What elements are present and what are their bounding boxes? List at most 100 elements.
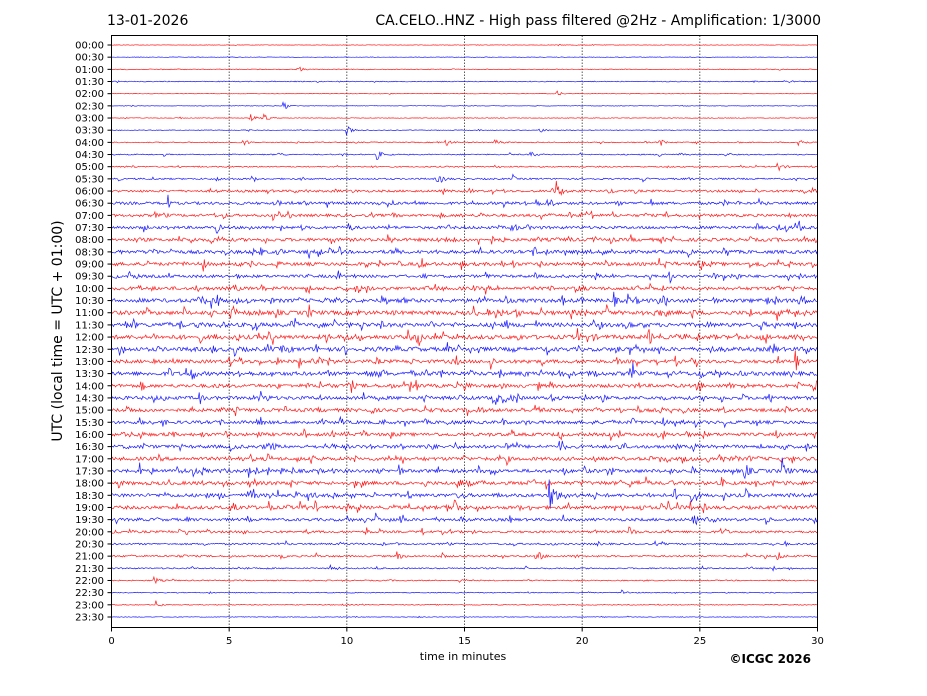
trace-1900 xyxy=(111,499,818,514)
y-tick-label: 21:30 xyxy=(75,564,104,575)
y-tick-label: 18:30 xyxy=(75,491,104,502)
y-tick-label: 12:30 xyxy=(75,345,104,356)
y-tick-label: 10:00 xyxy=(75,284,104,295)
trace-1100 xyxy=(111,304,818,321)
x-tick-label: 20 xyxy=(576,636,589,647)
y-tick-label: 08:30 xyxy=(75,247,104,258)
x-tick-label: 10 xyxy=(340,636,353,647)
trace-0130 xyxy=(111,80,818,84)
x-tick-label: 5 xyxy=(226,636,232,647)
trace-1730 xyxy=(111,457,818,480)
date-label: 13-01-2026 xyxy=(107,13,188,29)
trace-0330 xyxy=(111,126,818,136)
y-tick-label: 02:30 xyxy=(75,101,104,112)
trace-1400 xyxy=(111,379,818,393)
y-tick-label: 03:30 xyxy=(75,126,104,137)
y-tick-label: 15:00 xyxy=(75,406,104,417)
y-tick-label: 08:00 xyxy=(75,235,104,246)
y-tick-label: 19:00 xyxy=(75,503,104,514)
y-tick-label: 14:00 xyxy=(75,381,104,392)
y-tick-label: 00:00 xyxy=(75,41,104,52)
grid-lines xyxy=(228,35,701,628)
trace-2000 xyxy=(111,526,818,536)
y-tick-label: 00:30 xyxy=(75,53,104,64)
trace-1800 xyxy=(111,476,818,490)
y-tick-label: 04:30 xyxy=(75,150,104,161)
x-tick-label: 15 xyxy=(458,636,471,647)
trace-0700 xyxy=(111,210,818,222)
y-tick-label: 05:30 xyxy=(75,174,104,185)
trace-0630 xyxy=(111,194,818,209)
trace-2100 xyxy=(111,551,818,561)
trace-0300 xyxy=(111,113,818,122)
trace-0730 xyxy=(111,220,818,234)
y-tick-label: 01:00 xyxy=(75,65,104,76)
trace-2130 xyxy=(111,564,818,572)
trace-1600 xyxy=(111,428,818,441)
y-tick-label: 23:30 xyxy=(75,612,104,623)
y-tick-label: 07:30 xyxy=(75,223,104,234)
y-tick-label: 14:30 xyxy=(75,393,104,404)
trace-1230 xyxy=(111,342,818,357)
y-tick-label: 22:30 xyxy=(75,588,104,599)
y-tick-label: 05:00 xyxy=(75,162,104,173)
x-axis: 0 5 10 15 20 25 30 xyxy=(108,627,824,647)
y-tick-label: 13:00 xyxy=(75,357,104,368)
copyright-label: ©ICGC 2026 xyxy=(729,652,811,666)
trace-1830 xyxy=(111,479,818,509)
trace-0400 xyxy=(111,139,818,147)
y-tick-label: 04:00 xyxy=(75,138,104,149)
y-tick-label: 18:00 xyxy=(75,479,104,490)
y-tick-label: 20:30 xyxy=(75,539,104,550)
x-tick-label: 0 xyxy=(108,636,114,647)
trace-0530 xyxy=(111,173,818,183)
y-tick-label: 09:00 xyxy=(75,260,104,271)
trace-0800 xyxy=(111,234,818,245)
trace-1330 xyxy=(111,362,818,380)
y-tick-label: 19:30 xyxy=(75,515,104,526)
y-tick-label: 13:30 xyxy=(75,369,104,380)
trace-1930 xyxy=(111,512,818,526)
trace-1300 xyxy=(111,350,818,371)
trace-0030 xyxy=(111,56,818,58)
trace-0230 xyxy=(111,101,818,110)
trace-1500 xyxy=(111,404,818,417)
trace-1200 xyxy=(111,328,818,346)
trace-1630 xyxy=(111,440,818,453)
trace-0600 xyxy=(111,180,818,196)
trace-0430 xyxy=(111,151,818,161)
x-axis-label: time in minutes xyxy=(420,650,507,663)
y-tick-label: 20:00 xyxy=(75,527,104,538)
trace-1130 xyxy=(111,317,818,332)
trace-1530 xyxy=(111,415,818,429)
x-tick-label: 30 xyxy=(811,636,824,647)
trace-1700 xyxy=(111,453,818,467)
y-tick-label: 10:30 xyxy=(75,296,104,307)
y-tick-label: 01:30 xyxy=(75,77,104,88)
trace-2300 xyxy=(111,600,818,607)
y-tick-label: 22:00 xyxy=(75,576,104,587)
y-tick-label: 23:00 xyxy=(75,600,104,611)
trace-0200 xyxy=(111,90,818,96)
chart-title: CA.CELO..HNZ - High pass filtered @2Hz -… xyxy=(375,13,821,29)
y-tick-label: 16:30 xyxy=(75,442,104,453)
trace-0830 xyxy=(111,245,818,259)
trace-1430 xyxy=(111,391,818,405)
y-tick-label: 17:00 xyxy=(75,454,104,465)
trace-0100 xyxy=(111,66,818,72)
x-tick-label: 25 xyxy=(693,636,706,647)
y-tick-label: 11:30 xyxy=(75,320,104,331)
trace-2330 xyxy=(111,615,818,619)
trace-0930 xyxy=(111,270,818,285)
trace-0500 xyxy=(111,162,818,172)
y-tick-label: 02:00 xyxy=(75,89,104,100)
y-tick-label: 15:30 xyxy=(75,418,104,429)
y-tick-label: 12:00 xyxy=(75,333,104,344)
y-tick-label: 06:30 xyxy=(75,199,104,210)
trace-1000 xyxy=(111,282,818,295)
y-tick-label: 06:00 xyxy=(75,187,104,198)
trace-2230 xyxy=(111,589,818,595)
trace-2200 xyxy=(111,575,818,585)
